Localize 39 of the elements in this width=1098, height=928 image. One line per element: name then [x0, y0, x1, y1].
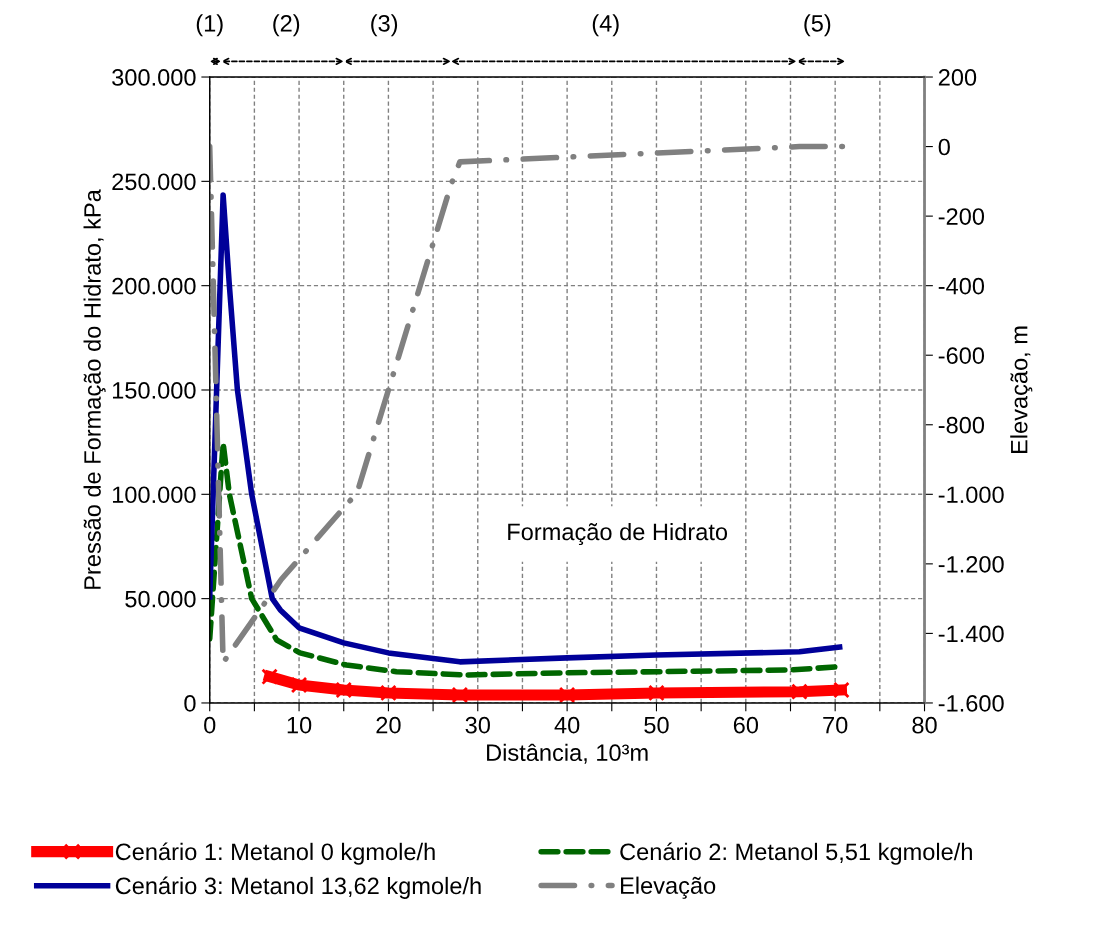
- legend-label: Cenário 1: Metanol 0 kgmole/h: [115, 842, 435, 865]
- x-tick-label: 60: [733, 716, 759, 734]
- annotation: Formação de Hidrato: [508, 522, 728, 546]
- y-tick-label: 50.000: [125, 590, 196, 608]
- legend-label: Cenário 3: Metanol 13,62 kgmole/h: [115, 876, 481, 899]
- x-tick-label: 10: [287, 716, 312, 734]
- y2-tick-label: -1.200: [938, 555, 1004, 573]
- y2-tick-label: 200: [938, 69, 977, 86]
- x-axis-title: Distância, 10³m: [487, 743, 648, 764]
- y2-tick-label: -400: [938, 277, 985, 295]
- x-tick-label: 0: [204, 716, 216, 734]
- x-tick-label: 40: [554, 716, 580, 734]
- y2-tick-label: -200: [938, 208, 985, 225]
- text: (2): [273, 14, 300, 37]
- text: (1): [196, 14, 223, 37]
- y2-tick-label: 0: [938, 138, 950, 156]
- text: (4): [592, 14, 619, 37]
- text: (3): [371, 14, 398, 37]
- y2-tick-label: -1.000: [938, 486, 1004, 504]
- x-tick-label: 30: [465, 716, 490, 734]
- y2-axis-title: Elevação, m: [1010, 326, 1033, 454]
- legend-label: Elevação: [621, 876, 716, 899]
- y-tick-label: 250.000: [112, 173, 196, 191]
- y-tick-label: 200.000: [112, 277, 196, 295]
- y2-tick-label: -1.600: [938, 695, 1004, 712]
- y2-tick-label: -1.400: [938, 625, 1004, 643]
- y2-tick-label: -800: [938, 416, 985, 434]
- y2-tick-label: -600: [938, 347, 985, 365]
- y-tick-label: 0: [184, 695, 196, 712]
- y-tick-label: 100.000: [112, 486, 196, 504]
- text: (5): [804, 14, 831, 37]
- x-tick-label: 80: [912, 716, 937, 734]
- legend-label: Cenário 2: Metanol 5,51 kgmole/h: [620, 842, 972, 865]
- y-tick-label: 150.000: [112, 382, 196, 399]
- y-axis-title: Pressão de Formação do Hidrato, kPa: [83, 189, 106, 589]
- y-tick-label: 300.000: [112, 69, 196, 86]
- x-tick-label: 20: [376, 716, 401, 734]
- x-tick-label: 70: [823, 716, 848, 734]
- x-tick-label: 50: [644, 716, 669, 734]
